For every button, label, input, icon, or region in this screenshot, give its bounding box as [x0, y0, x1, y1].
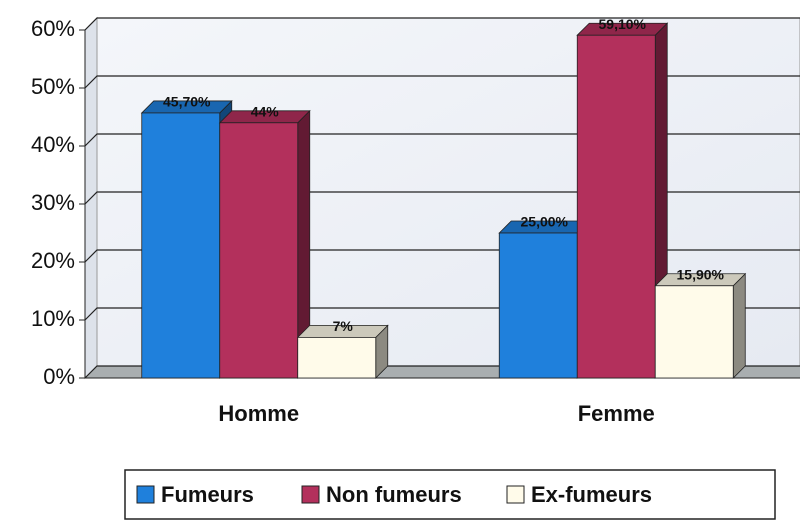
data-label: 45,70% — [163, 94, 211, 110]
y-tick-label: 50% — [31, 74, 75, 99]
bar-side — [732, 272, 746, 379]
data-label: 25,00% — [521, 214, 569, 230]
bar — [498, 232, 578, 379]
data-label: 15,90% — [677, 266, 725, 282]
data-label: 7% — [333, 318, 354, 334]
y-tick-label: 60% — [31, 16, 75, 41]
grid-line — [84, 17, 800, 31]
legend-swatch — [506, 485, 525, 504]
grid-line — [84, 75, 800, 89]
y-tick-label: 30% — [31, 190, 75, 215]
y-tick-label: 10% — [31, 306, 75, 331]
legend-swatch — [301, 485, 320, 504]
bar — [297, 336, 377, 379]
legend-box — [124, 469, 776, 520]
bar — [654, 285, 734, 379]
legend-label: Fumeurs — [161, 482, 254, 507]
x-tick-label: Femme — [578, 401, 655, 426]
y-tick-label: 20% — [31, 248, 75, 273]
x-tick-label: Homme — [218, 401, 299, 426]
y-tick-label: 40% — [31, 132, 75, 157]
legend-label: Non fumeurs — [326, 482, 462, 507]
grid-line — [84, 191, 800, 205]
data-label: 59,10% — [599, 16, 647, 32]
y-tick-label: 0% — [43, 364, 75, 389]
legend-label: Ex-fumeurs — [531, 482, 652, 507]
data-label: 44% — [251, 104, 280, 120]
legend-swatch — [136, 485, 155, 504]
bar — [141, 112, 221, 379]
bar — [219, 122, 299, 379]
grid-line — [84, 133, 800, 147]
bar — [576, 34, 656, 379]
